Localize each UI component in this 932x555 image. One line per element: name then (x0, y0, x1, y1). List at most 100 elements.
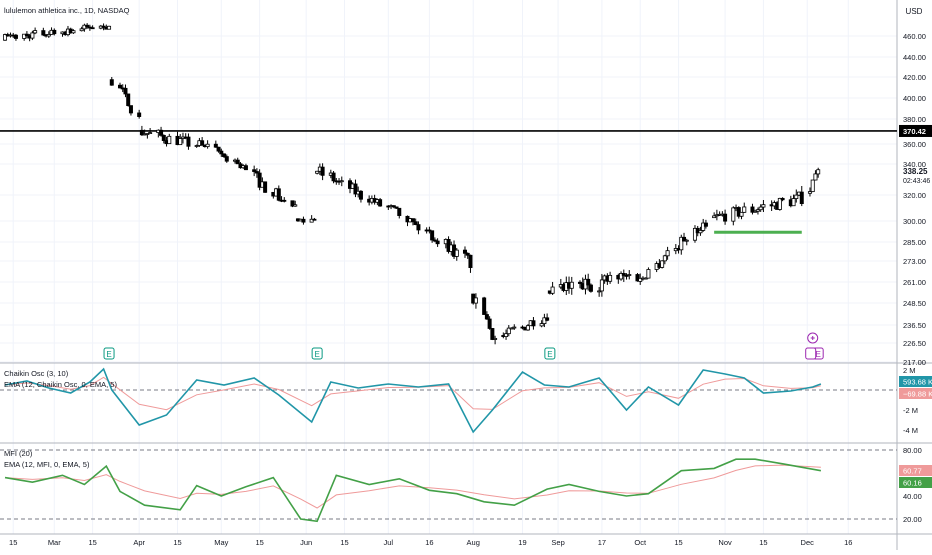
candle (627, 274, 632, 276)
candle (791, 198, 796, 207)
time-tick-label: Jul (384, 538, 394, 547)
price-tick-label: 217.00 (903, 358, 926, 367)
candle (703, 222, 708, 227)
candle (660, 260, 665, 268)
candle (665, 250, 670, 257)
earnings-label: E (314, 350, 319, 359)
mfi-ema-title: EMA (12, MFI, 0, EMA, 5) (4, 460, 90, 469)
chaikin-tick-label: -4 M (903, 426, 918, 435)
candle (531, 320, 536, 327)
candle (293, 204, 298, 207)
candle (167, 135, 172, 145)
candle (148, 132, 153, 135)
candle (454, 249, 459, 257)
candle (506, 327, 511, 335)
candle (635, 274, 640, 282)
price-tick-label: 300.00 (903, 217, 926, 226)
candle (194, 145, 199, 147)
price-tick-label: 380.00 (903, 115, 926, 124)
candle (52, 29, 57, 35)
candle (482, 297, 487, 315)
candle (410, 218, 415, 223)
time-tick-label: Apr (133, 538, 145, 547)
resistance-price-label: 370.42 (903, 127, 926, 136)
earnings-marker: E (311, 347, 323, 360)
candle (161, 134, 166, 141)
candle (780, 197, 785, 201)
candle (378, 199, 383, 207)
candle (22, 33, 27, 39)
candle (128, 105, 133, 114)
candle (545, 317, 550, 321)
mfi-ema-value-badge (899, 465, 932, 476)
price-tick-label: 226.50 (903, 339, 926, 348)
chaikin-value-label: 593.68 K (903, 378, 932, 387)
time-tick-label: Aug (467, 538, 480, 547)
price-tick-label: 261.00 (903, 278, 926, 287)
candle (484, 314, 489, 320)
drawn-lines (0, 130, 897, 234)
time-tick-label: Sep (551, 538, 564, 547)
candle (145, 133, 150, 135)
candle (222, 153, 227, 157)
time-tick-label: 15 (674, 538, 682, 547)
candle (205, 143, 210, 148)
candle (682, 236, 687, 242)
candle (462, 249, 467, 254)
time-tick-label: 16 (425, 538, 433, 547)
candle (646, 269, 651, 279)
candle (512, 326, 517, 329)
candle (750, 206, 755, 213)
chaikin-ema-line (4, 376, 822, 411)
candle (159, 129, 164, 136)
candle (107, 25, 112, 30)
price-tick-label: 360.00 (903, 140, 926, 149)
candle (638, 277, 643, 282)
candle (742, 206, 747, 213)
candle (490, 328, 495, 340)
candle (216, 146, 221, 152)
time-tick-label: Nov (718, 538, 732, 547)
candle (432, 239, 437, 242)
candle (816, 169, 821, 175)
time-tick-label: 15 (759, 538, 767, 547)
chaikin-ema-value-label: −69.88 K (903, 390, 932, 399)
dividend-icon (805, 347, 817, 360)
candle (339, 180, 344, 183)
candle (41, 30, 46, 36)
chaikin-ema-value-badge (899, 388, 932, 399)
candle (320, 166, 325, 176)
candle (487, 318, 492, 329)
currency-label: USD (906, 7, 923, 16)
earnings-badge (544, 347, 556, 360)
price-tick-label: 460.00 (903, 32, 926, 41)
candle (731, 207, 736, 222)
candle (413, 221, 418, 225)
candle (290, 200, 295, 207)
candle (301, 218, 306, 223)
candle (493, 338, 498, 340)
candle (684, 239, 689, 242)
candle (753, 210, 758, 213)
earnings-badge (103, 347, 115, 360)
chaikin-ema-title: EMA (12, Chaikin Osc, 0, EMA, 5) (4, 380, 117, 389)
candle (599, 279, 604, 292)
candle (810, 179, 815, 193)
candle (276, 188, 281, 201)
chaikin-title: Chaikin Osc (3, 10) (4, 369, 69, 378)
candle (252, 169, 257, 172)
candle (178, 138, 183, 146)
candle (643, 277, 648, 280)
candle (807, 191, 812, 194)
candle (126, 93, 131, 107)
candle (101, 25, 106, 28)
candle (597, 290, 602, 293)
time-tick-label: Mar (48, 538, 61, 547)
candle (391, 205, 396, 208)
candle (468, 254, 473, 268)
price-tick-label: 440.00 (903, 53, 926, 62)
candle (331, 172, 336, 182)
candle (353, 183, 358, 195)
